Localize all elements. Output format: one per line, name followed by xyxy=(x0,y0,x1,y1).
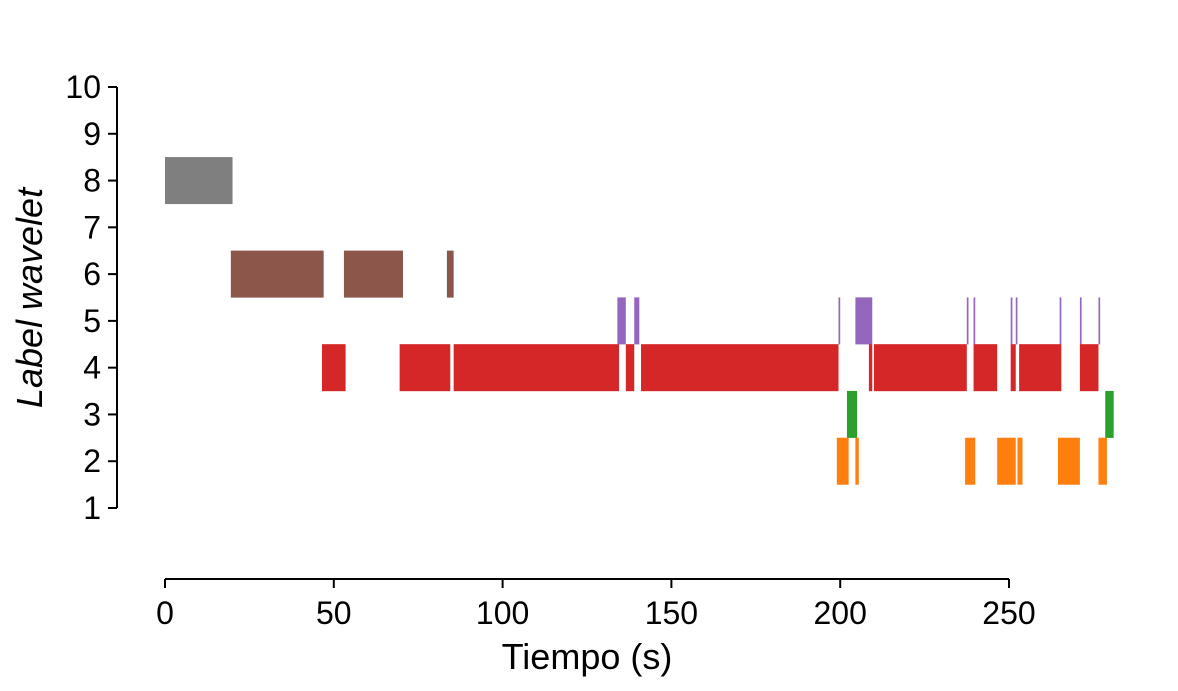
bar-label-2-segment-3 xyxy=(997,437,1016,485)
bar-label-2-segment-4 xyxy=(1017,437,1023,485)
bar-label-5-segment-9 xyxy=(1079,297,1082,345)
y-tick-label: 2 xyxy=(83,443,101,479)
bar-label-4-segment-3 xyxy=(625,344,635,392)
y-tick-label: 9 xyxy=(83,116,101,152)
bar-label-3-segment-1 xyxy=(1105,390,1114,438)
bar-label-5-segment-6 xyxy=(1010,297,1013,345)
bar-label-5-segment-0 xyxy=(617,297,626,345)
bar-label-4-segment-4 xyxy=(641,344,839,392)
bar-label-2-segment-0 xyxy=(836,437,849,485)
bar-label-5-segment-1 xyxy=(634,297,640,345)
bar-label-4-segment-6 xyxy=(873,344,967,392)
bar-label-4-segment-8 xyxy=(1010,344,1016,392)
bar-label-4-segment-1 xyxy=(399,344,451,392)
bar-label-3-segment-0 xyxy=(846,390,858,438)
bar-label-5-segment-2 xyxy=(838,297,841,345)
bar-label-4-segment-9 xyxy=(1019,344,1062,392)
bar-label-6-segment-0 xyxy=(230,250,324,298)
x-tick-label: 100 xyxy=(476,595,529,631)
x-axis-label: Tiempo (s) xyxy=(502,636,673,677)
bar-label-5-segment-8 xyxy=(1059,297,1062,345)
y-tick-label: 6 xyxy=(83,256,101,292)
bar-label-2-segment-2 xyxy=(965,437,976,485)
bar-label-2-segment-6 xyxy=(1098,437,1107,485)
x-tick-label: 0 xyxy=(156,595,174,631)
bar-label-6-segment-1 xyxy=(343,250,404,298)
bar-label-4-segment-10 xyxy=(1079,344,1099,392)
y-tick-label: 7 xyxy=(83,209,101,245)
bar-label-4-segment-0 xyxy=(321,344,346,392)
bar-label-2-segment-5 xyxy=(1057,437,1080,485)
bar-segments xyxy=(165,157,1114,485)
bar-label-5-segment-5 xyxy=(973,297,976,345)
bar-label-4-segment-2 xyxy=(453,344,620,392)
y-axis-label: Label wavelet xyxy=(9,186,50,408)
bar-label-5-segment-7 xyxy=(1015,297,1018,345)
x-tick-label: 50 xyxy=(316,595,352,631)
x-axis: 0 50 100 150 200 250 xyxy=(156,578,1036,631)
y-tick-label: 1 xyxy=(83,490,101,526)
y-tick-label: 8 xyxy=(83,163,101,199)
y-tick-label: 4 xyxy=(83,350,101,386)
bar-label-2-segment-1 xyxy=(855,437,859,485)
bar-label-4-segment-5 xyxy=(868,344,873,392)
bar-label-5-segment-4 xyxy=(966,297,969,345)
bar-label-5-segment-3 xyxy=(855,297,873,345)
x-tick-label: 200 xyxy=(814,595,867,631)
bar-label-5-segment-10 xyxy=(1098,297,1101,345)
x-tick-label: 250 xyxy=(982,595,1035,631)
bar-label-4-segment-7 xyxy=(973,344,998,392)
y-tick-label: 5 xyxy=(83,303,101,339)
bar-label-6-segment-2 xyxy=(446,250,454,298)
y-tick-label: 10 xyxy=(65,69,101,105)
y-tick-label: 3 xyxy=(83,396,101,432)
x-tick-label: 150 xyxy=(645,595,698,631)
y-axis: 1 2 3 4 5 6 7 8 9 10 xyxy=(65,69,118,526)
bar-label-8-segment-0 xyxy=(165,157,233,205)
